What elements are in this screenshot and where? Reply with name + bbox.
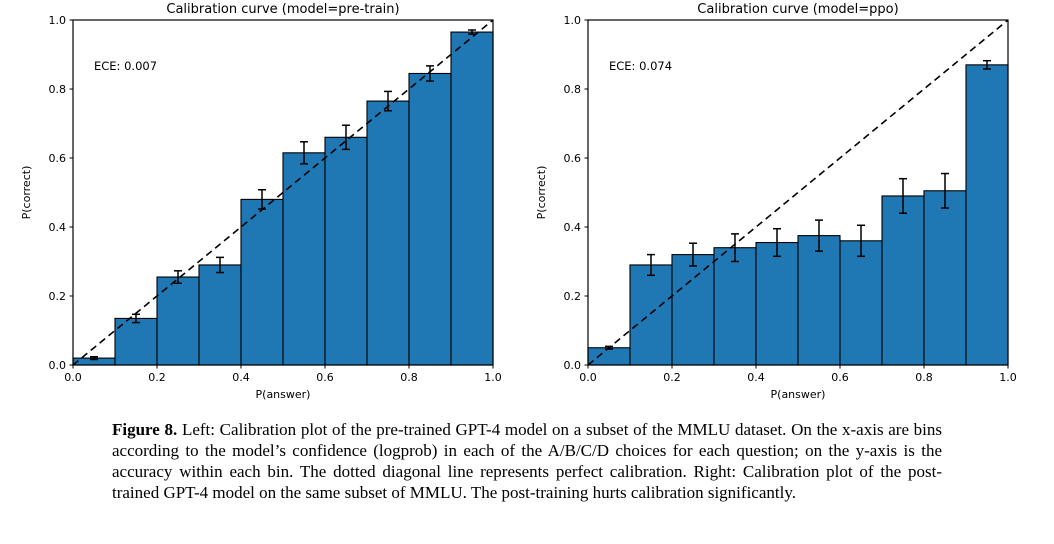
histogram-bar (755, 241, 799, 366)
y-tick-label: 0.4 (49, 221, 67, 234)
x-tick-label: 0.6 (316, 371, 334, 384)
x-tick-label: 1.0 (999, 371, 1017, 384)
histogram-bar (713, 247, 757, 366)
histogram-bar (198, 264, 242, 366)
y-tick-label: 0.8 (564, 83, 582, 96)
histogram-bar (324, 136, 368, 366)
histogram-bar (629, 264, 673, 366)
histogram-bar (881, 195, 925, 366)
x-tick-label: 0.4 (232, 371, 250, 384)
x-tick-label: 0.6 (831, 371, 849, 384)
chart-title: Calibration curve (model=ppo) (697, 2, 898, 17)
diagonal-line (72, 19, 494, 366)
charts-row: 0.0 0.2 0.4 0.6 0.8 1.0 0.0 0.2 0.4 0.6 0.8 1.0 Cali… (20, 2, 1017, 401)
x-tick-label: 0.8 (400, 371, 418, 384)
figure-caption: Figure 8. Left: Calibration plot of the … (112, 419, 942, 503)
y-tick-label: 0.0 (564, 359, 582, 372)
histogram-bar (240, 198, 284, 366)
x-tick-label: 0.0 (579, 371, 597, 384)
x-axis-label: P(answer) (256, 388, 311, 401)
y-tick-label: 1.0 (49, 14, 67, 27)
histogram-bar (450, 31, 494, 366)
x-tick-label: 1.0 (484, 371, 502, 384)
chart-title: Calibration curve (model=pre-train) (166, 2, 399, 17)
x-tick-label: 0.8 (915, 371, 933, 384)
plot-border (587, 19, 1009, 366)
x-tick-label: 0.2 (663, 371, 681, 384)
histogram-bar (671, 254, 715, 366)
y-tick-label: 0.0 (49, 359, 67, 372)
histogram-bar (282, 152, 326, 366)
y-tick-label: 0.8 (49, 83, 67, 96)
x-tick-label: 0.2 (148, 371, 166, 384)
figure-caption-text: Left: Calibration plot of the pre-traine… (112, 420, 943, 502)
figure-caption-label: Figure 8. (112, 420, 178, 439)
histogram-bar (797, 235, 841, 366)
calibration-chart-ppo: 0.0 0.2 0.4 0.6 0.8 1.0 0.0 0.2 0.4 0.6 0.8 1.0 Cali… (535, 2, 1017, 401)
histogram-bar (587, 347, 631, 366)
x-axis-label: P(answer) (771, 388, 826, 401)
histogram-bar (408, 72, 452, 366)
histogram-bar (839, 240, 883, 366)
y-tick-label: 1.0 (564, 14, 582, 27)
y-tick-label: 0.2 (49, 290, 67, 303)
y-tick-label: 0.4 (564, 221, 582, 234)
y-axis-label: P(correct) (20, 166, 33, 220)
y-axis-label: P(correct) (535, 166, 548, 220)
y-tick-label: 0.2 (564, 290, 582, 303)
ece-annotation: ECE: 0.007 (94, 59, 157, 73)
histogram-bar (366, 100, 410, 366)
diagonal-line (587, 19, 1009, 366)
histogram-bar (965, 64, 1009, 366)
y-tick-label: 0.6 (49, 152, 67, 165)
plot-border (72, 19, 494, 366)
x-tick-label: 0.4 (747, 371, 765, 384)
x-tick-label: 0.0 (64, 371, 82, 384)
y-tick-label: 0.6 (564, 152, 582, 165)
calibration-chart-pretrain: 0.0 0.2 0.4 0.6 0.8 1.0 0.0 0.2 0.4 0.6 0.8 1.0 Cali… (20, 2, 502, 401)
histogram-bar (923, 190, 967, 366)
ece-annotation: ECE: 0.074 (609, 59, 672, 73)
figure-8: 0.0 0.2 0.4 0.6 0.8 1.0 0.0 0.2 0.4 0.6 0.8 1.0 Cali… (20, 2, 1017, 503)
